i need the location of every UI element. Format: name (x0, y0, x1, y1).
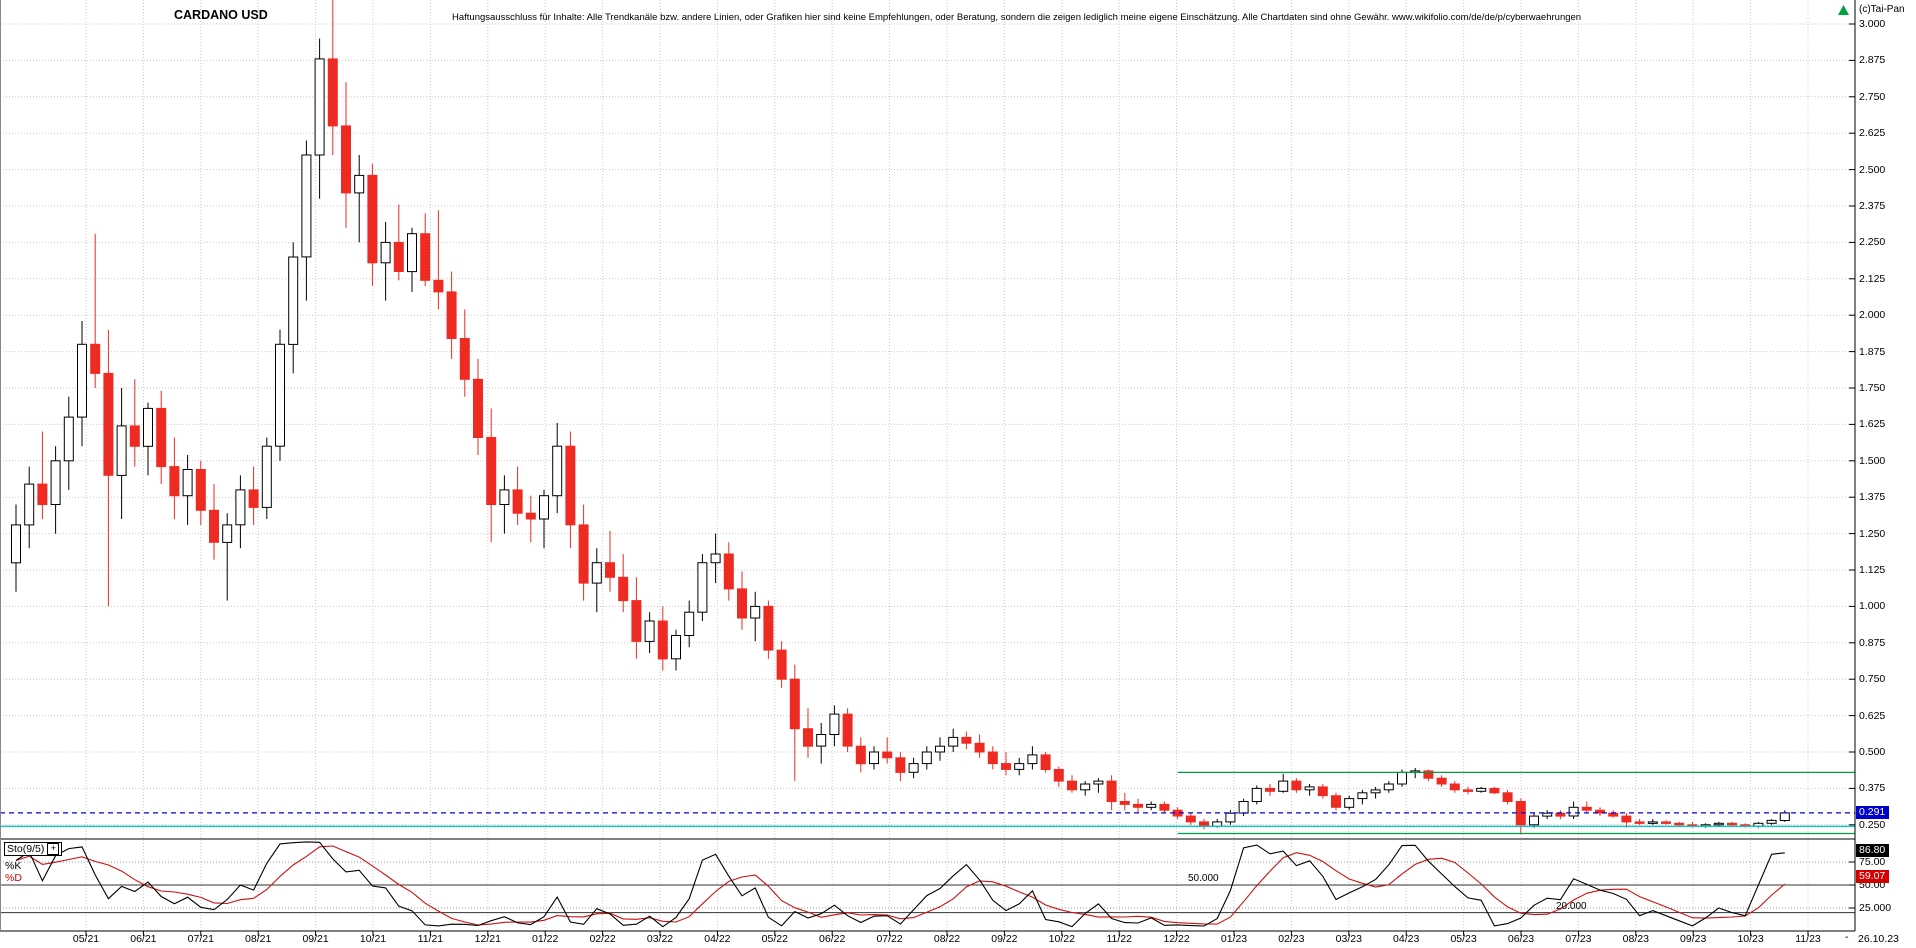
sto-axis-label: 75.00 (1859, 856, 1886, 868)
x-axis-label: 01/22 (532, 933, 559, 945)
price-axis-label: 1.500 (1859, 454, 1886, 467)
copyright-label: (c)Tai-Pan (1859, 4, 1905, 15)
sto-k-value-label: 86.80 (1856, 844, 1890, 858)
x-axis-label: 11/22 (1106, 933, 1132, 945)
x-axis-label: 06/22 (819, 933, 846, 945)
disclaimer-text: Haftungsausschluss für Inhalte: Alle Tre… (452, 12, 1582, 23)
x-axis-label: 09/23 (1680, 933, 1707, 945)
x-axis-label: 11/23 (1795, 933, 1821, 945)
price-axis-label: 1.875 (1859, 345, 1886, 358)
price-axis-label: 2.125 (1859, 272, 1886, 285)
sto-axis-label: 25.000 (1859, 902, 1892, 914)
price-axis-label: 2.625 (1859, 127, 1886, 140)
price-axis-label: 0.625 (1859, 709, 1886, 722)
x-axis-label: 06/21 (130, 933, 157, 945)
x-axis-label: 09/21 (302, 933, 329, 945)
x-axis-label: 12/21 (474, 933, 501, 945)
x-axis-label: 08/21 (245, 933, 272, 945)
indicator-label: Sto(9/5) (7, 843, 45, 855)
price-axis-label: 2.375 (1859, 200, 1886, 212)
chart-title: CARDANO USD (174, 8, 268, 22)
price-axis-label: 0.875 (1859, 636, 1886, 649)
x-axis-label: 12/22 (1163, 933, 1190, 945)
plus-box-icon[interactable]: + (47, 843, 60, 855)
x-axis-label: 08/22 (933, 933, 961, 945)
x-axis-label: 05/21 (72, 933, 100, 945)
sto-k-line (15, 841, 1785, 928)
sto-line-annotation-20: 20.000 (1556, 900, 1587, 912)
price-axis-label: 1.000 (1859, 600, 1886, 613)
x-axis-label: 09/22 (991, 933, 1018, 945)
x-axis-label: 07/23 (1565, 933, 1592, 945)
candles (11, 0, 1790, 835)
price-axis-label: 2.000 (1859, 309, 1886, 322)
x-axis-label: 02/22 (589, 933, 616, 945)
price-axis-label: 1.250 (1859, 527, 1886, 540)
x-axis-label: 01/23 (1220, 933, 1248, 945)
price-axis-label: 1.375 (1859, 491, 1886, 504)
price-axis-label: 2.250 (1859, 236, 1886, 249)
last-date-label: 26.10.23 (1858, 933, 1899, 945)
sto-line-annotation-50: 50.000 (1188, 873, 1219, 884)
price-axis-label: 0.375 (1859, 782, 1886, 795)
sto-d-legend: %D (5, 872, 22, 884)
price-axis-label: 3.000 (1859, 18, 1886, 30)
up-arrow-icon (1838, 5, 1849, 15)
x-axis-label: 04/22 (704, 933, 731, 945)
price-axis-label: 1.750 (1859, 382, 1886, 394)
x-axis-label: 06/23 (1507, 933, 1535, 945)
price-axis-label: 2.875 (1859, 54, 1886, 67)
price-axis-label: 0.750 (1859, 673, 1886, 686)
current-price-label: 0.291 (1856, 805, 1890, 819)
sto-d-value-label: 59.07 (1856, 869, 1890, 883)
price-axis-label: 2.500 (1859, 163, 1886, 176)
x-axis-label: 10/22 (1048, 933, 1075, 945)
x-axis-label: 03/23 (1335, 933, 1362, 945)
x-axis-label: 05/22 (761, 933, 788, 945)
x-axis-label: 10/21 (359, 933, 387, 945)
x-axis-label: 08/23 (1622, 933, 1649, 945)
x-axis-label: 11/21 (417, 933, 444, 945)
x-axis-label: 07/22 (876, 933, 903, 945)
axis-end-tick: - (1845, 931, 1849, 943)
x-axis-label: 07/21 (187, 933, 214, 945)
indicator-legend[interactable]: Sto(9/5) + (4, 842, 63, 856)
price-axis-label: 1.125 (1859, 564, 1886, 576)
price-axis-label: 1.625 (1859, 418, 1886, 431)
x-axis-label: 10/23 (1737, 933, 1764, 945)
price-axis-label: 0.250 (1859, 818, 1886, 831)
price-axis-label: 0.500 (1859, 746, 1886, 758)
x-axis-label: 04/23 (1393, 933, 1420, 945)
x-axis-label: 03/22 (646, 933, 674, 945)
x-axis-label: 05/23 (1450, 933, 1477, 945)
sto-d-line (15, 845, 1786, 926)
x-axis-label: 02/23 (1278, 933, 1305, 945)
sto-k-legend: %K (5, 860, 22, 872)
price-axis-label: 2.750 (1859, 90, 1886, 103)
